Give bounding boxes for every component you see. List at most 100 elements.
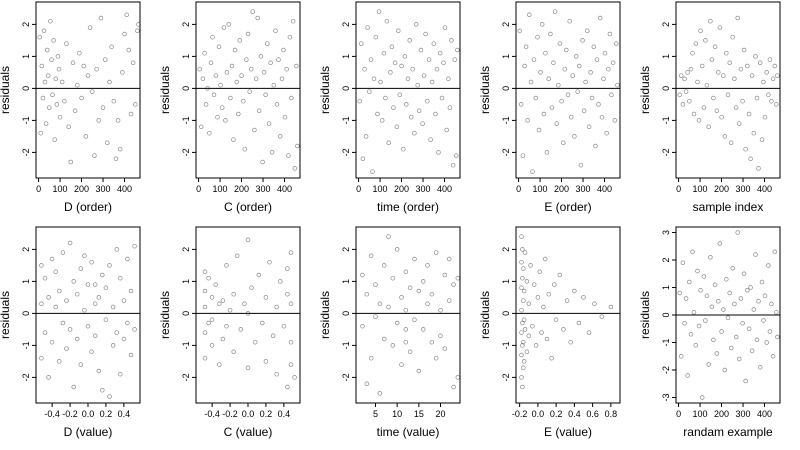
data-point (242, 146, 248, 152)
data-point (696, 118, 702, 123)
data-point (585, 28, 590, 34)
data-point (268, 60, 273, 66)
data-point (390, 275, 396, 281)
data-point (118, 275, 123, 281)
data-point (442, 272, 448, 278)
data-point (241, 98, 246, 104)
data-point (706, 124, 711, 130)
y-axis-title: residuals (638, 291, 652, 339)
data-point (521, 317, 527, 323)
data-point (520, 275, 525, 281)
data-point (416, 108, 422, 114)
y-tick-label: -2 (501, 373, 511, 381)
data-point (224, 263, 229, 268)
data-point (539, 22, 545, 27)
data-point (530, 169, 535, 174)
data-point (64, 298, 69, 303)
point-series (37, 12, 141, 165)
data-point (423, 31, 428, 37)
panel-10: 0 100 200 300 400 -3 -2 -1 0 1 2 3 randam example res… (638, 226, 781, 439)
data-point (749, 73, 755, 78)
data-point (688, 66, 694, 72)
data-point (701, 274, 707, 279)
data-point (85, 73, 91, 78)
data-point (226, 22, 231, 27)
data-point (519, 259, 524, 265)
x-tick-label: 200 (234, 184, 249, 194)
data-point (421, 73, 427, 78)
x-tick-label: 0 (676, 409, 681, 419)
data-point (239, 73, 244, 78)
data-point (759, 137, 765, 142)
y-tick-label: -2 (181, 148, 191, 156)
data-point (202, 50, 207, 56)
data-point (434, 66, 440, 72)
y-tick-label: 0 (661, 312, 671, 317)
data-point (237, 38, 243, 43)
data-point (285, 266, 290, 271)
data-point (103, 317, 109, 323)
data-point (96, 118, 101, 123)
data-point (592, 301, 597, 307)
data-point (717, 25, 723, 30)
y-axis-title: residuals (158, 66, 172, 114)
data-point (59, 79, 65, 85)
y-tick-label: 1 (21, 54, 31, 59)
data-point (746, 326, 752, 332)
data-point (736, 356, 742, 362)
y-tick-label: 1 (341, 279, 351, 284)
data-point (438, 307, 443, 313)
x-tick-label: 0.0 (82, 409, 95, 419)
y-tick-label: -1 (21, 116, 31, 124)
y-axis-title: residuals (638, 66, 652, 114)
data-point (288, 301, 294, 307)
data-point (122, 31, 127, 37)
data-point (75, 82, 80, 88)
y-tick-label: 1 (501, 54, 511, 59)
data-point (100, 387, 105, 393)
x-tick-label: -0.4 (204, 409, 220, 419)
data-point (229, 63, 235, 69)
x-tick-label: -0.4 (44, 409, 60, 419)
data-point (756, 166, 761, 171)
data-point (126, 47, 132, 53)
data-point (725, 92, 731, 98)
x-tick-label: 0.0 (242, 409, 255, 419)
data-point (111, 98, 117, 104)
data-point (712, 282, 718, 288)
y-tick-label: -1 (181, 341, 191, 349)
data-point (433, 250, 439, 255)
plot-frame (515, 1, 621, 179)
data-point (396, 28, 401, 34)
data-point (209, 343, 215, 348)
data-point (521, 266, 526, 271)
x-tick-label: 400 (437, 184, 452, 194)
data-point (410, 66, 415, 72)
panel-1: 0 100 200 300 400 -2 -1 0 1 2 D (order) residuals (0, 1, 141, 214)
data-point (244, 57, 249, 62)
data-point (683, 296, 689, 301)
x-tick-label: 200 (714, 184, 729, 194)
y-tick-label: 0 (21, 311, 31, 316)
data-point (197, 66, 202, 72)
data-point (551, 60, 556, 66)
data-point (519, 285, 524, 291)
data-point (294, 63, 299, 69)
data-point (439, 95, 445, 101)
data-point (128, 111, 134, 117)
plot-frame (195, 1, 301, 179)
data-point (407, 349, 413, 355)
data-point (725, 315, 731, 321)
data-point (82, 253, 87, 259)
data-point (536, 127, 542, 133)
data-point (245, 365, 251, 371)
x-axis-title: randam example (683, 425, 773, 439)
data-point (289, 95, 294, 101)
data-point (724, 50, 729, 56)
data-point (260, 320, 265, 326)
data-point (274, 304, 279, 310)
data-point (520, 153, 526, 158)
data-point (535, 295, 541, 300)
y-tick-label: -1 (341, 116, 351, 124)
y-tick-label: 2 (21, 247, 31, 252)
